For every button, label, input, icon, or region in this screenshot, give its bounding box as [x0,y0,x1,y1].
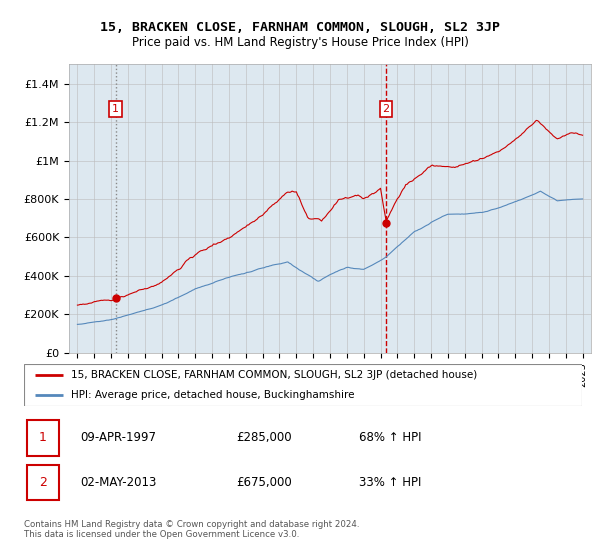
Text: 1: 1 [39,431,47,444]
Text: 1: 1 [112,104,119,114]
Text: 09-APR-1997: 09-APR-1997 [80,431,156,444]
Text: 15, BRACKEN CLOSE, FARNHAM COMMON, SLOUGH, SL2 3JP: 15, BRACKEN CLOSE, FARNHAM COMMON, SLOUG… [100,21,500,34]
Text: Price paid vs. HM Land Registry's House Price Index (HPI): Price paid vs. HM Land Registry's House … [131,36,469,49]
Text: £675,000: £675,000 [236,475,292,489]
FancyBboxPatch shape [27,465,59,500]
Text: 2: 2 [39,475,47,489]
FancyBboxPatch shape [27,420,59,455]
Text: 2: 2 [383,104,389,114]
Text: HPI: Average price, detached house, Buckinghamshire: HPI: Average price, detached house, Buck… [71,390,355,400]
Text: 33% ↑ HPI: 33% ↑ HPI [359,475,421,489]
Text: Contains HM Land Registry data © Crown copyright and database right 2024.
This d: Contains HM Land Registry data © Crown c… [24,520,359,539]
Text: 68% ↑ HPI: 68% ↑ HPI [359,431,421,444]
Text: £285,000: £285,000 [236,431,292,444]
Text: 15, BRACKEN CLOSE, FARNHAM COMMON, SLOUGH, SL2 3JP (detached house): 15, BRACKEN CLOSE, FARNHAM COMMON, SLOUG… [71,370,478,380]
Text: 02-MAY-2013: 02-MAY-2013 [80,475,156,489]
